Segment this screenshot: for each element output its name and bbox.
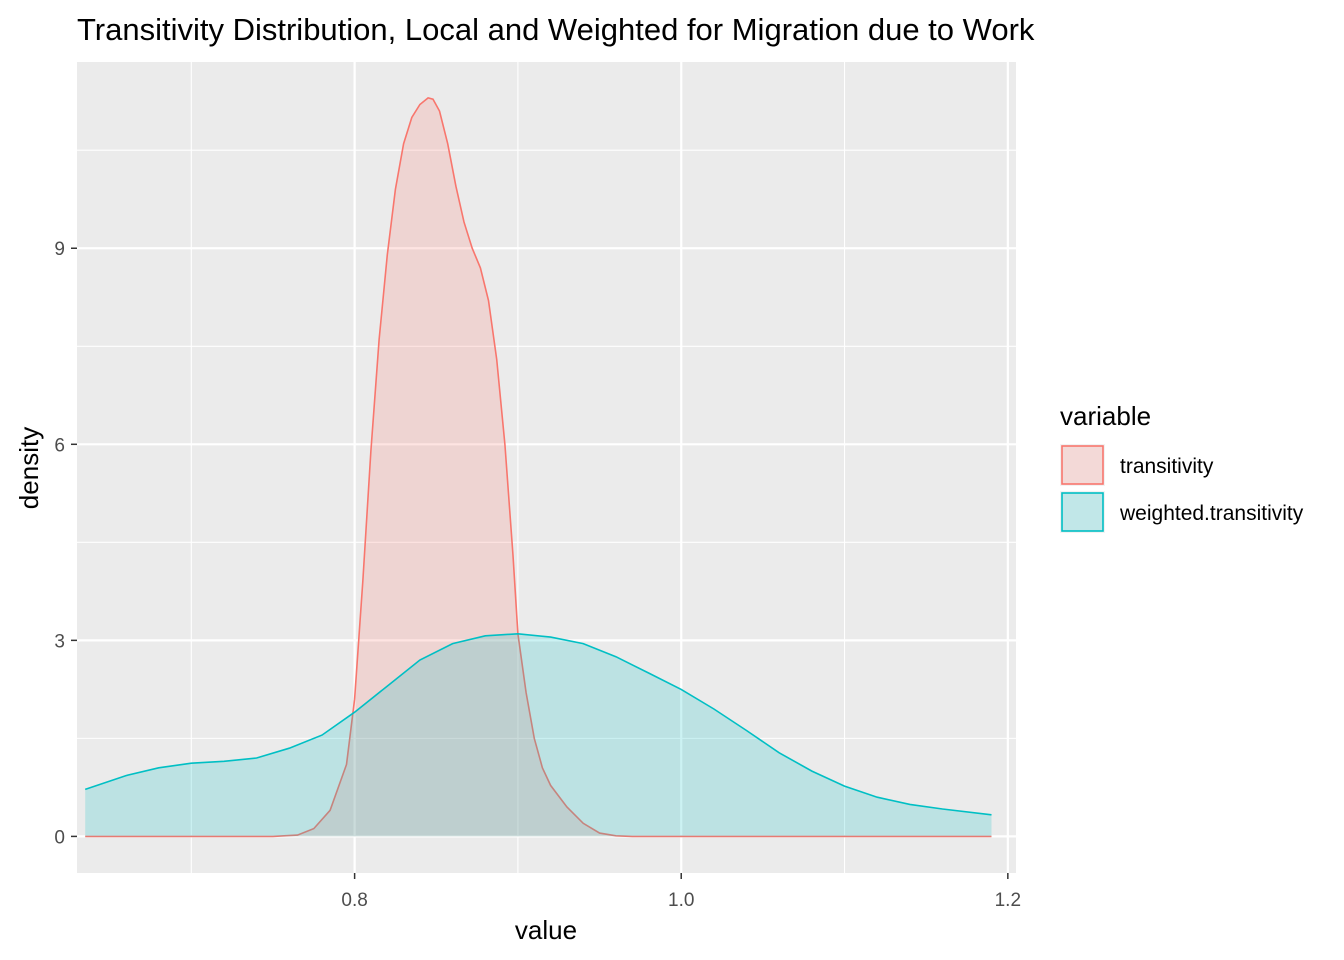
density-area-weighted.transitivity	[85, 633, 992, 837]
x-tick-label: 0.8	[341, 890, 367, 911]
legend-swatch	[1061, 492, 1104, 532]
y-tick-label: 3	[54, 631, 65, 652]
axis-ticks: 0.8 1.0 1.2 0 3 6 9	[54, 239, 1021, 911]
y-tick-label: 6	[54, 435, 65, 456]
legend: variable transitivity weighted.transitivi…	[1060, 401, 1304, 533]
density-line-weighted.transitivity	[84, 632, 992, 816]
x-axis-title: value	[515, 915, 577, 945]
x-tick-label: 1.0	[668, 890, 694, 911]
series-weighted.transitivity	[84, 632, 992, 837]
y-tick-label: 0	[54, 827, 65, 848]
legend-item-transitivity: transitivity	[1060, 444, 1214, 486]
legend-key-background	[1060, 444, 1105, 486]
legend-key-background	[1060, 491, 1105, 533]
density-areas	[84, 97, 992, 838]
chart-title: Transitivity Distribution, Local and Wei…	[77, 12, 1035, 47]
y-axis-title: density	[14, 427, 44, 509]
legend-item-weighted.transitivity: weighted.transitivity	[1060, 491, 1304, 533]
series-transitivity	[85, 97, 992, 838]
legend-label: weighted.transitivity	[1119, 502, 1304, 525]
legend-label: transitivity	[1120, 455, 1214, 478]
density-line-transitivity	[85, 97, 992, 838]
legend-title: variable	[1060, 401, 1151, 431]
minor-gridlines	[77, 62, 1016, 873]
legend-swatch	[1061, 445, 1104, 485]
y-tick-label: 9	[54, 239, 65, 260]
x-tick-label: 1.2	[995, 890, 1021, 911]
